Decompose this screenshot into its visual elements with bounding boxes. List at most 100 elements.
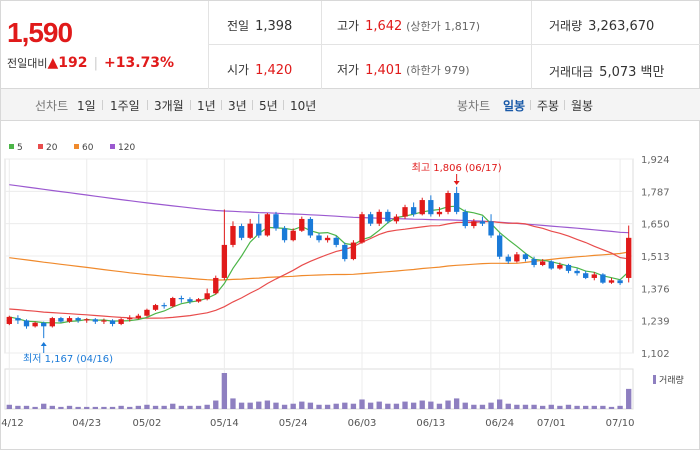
candle-body bbox=[496, 235, 503, 257]
period-3y-tab[interactable]: 3년 bbox=[228, 99, 247, 113]
candlestick-chart: 5 20 60 120 1,924 1,787 1,650 1,513 1,376 1,239 1,… bbox=[1, 143, 684, 429]
candle-body bbox=[428, 200, 434, 215]
x-tick-label: 06/03 bbox=[348, 418, 377, 429]
volume-bar bbox=[496, 399, 503, 409]
candle-body bbox=[92, 319, 98, 322]
volume-bar bbox=[548, 404, 554, 409]
y-tick-label: 1,924 bbox=[641, 155, 670, 166]
candle-body bbox=[195, 299, 202, 302]
change-value: 192 bbox=[58, 55, 88, 71]
period-3m-tab[interactable]: 3개월 bbox=[154, 99, 184, 113]
volume-bar bbox=[15, 405, 21, 409]
candle-body bbox=[118, 319, 124, 324]
change-rate: +13.73% bbox=[104, 55, 175, 71]
candle-monthly-tab[interactable]: 월봉 bbox=[571, 99, 594, 113]
stat-value: 1,398 bbox=[255, 19, 293, 34]
candle-body bbox=[247, 223, 253, 238]
volume-bar bbox=[600, 405, 606, 409]
high-annotation: 최고 1,806 (06/17) bbox=[412, 162, 502, 174]
volume-bar bbox=[238, 402, 245, 409]
stats-divider bbox=[321, 1, 322, 89]
candle-weekly-tab[interactable]: 주봉 bbox=[537, 99, 560, 113]
tab-divider bbox=[530, 100, 531, 110]
volume-bar bbox=[436, 403, 443, 409]
stat-value: 5,073 백만 bbox=[599, 65, 665, 80]
candle-body bbox=[531, 259, 537, 265]
candle-body bbox=[290, 230, 296, 241]
tab-divider bbox=[283, 100, 284, 110]
candle-body bbox=[565, 264, 572, 271]
ma20-line bbox=[9, 220, 629, 319]
legend-swatch bbox=[74, 144, 79, 149]
candle-body bbox=[617, 280, 623, 284]
stat-prev-close: 전일 1,398 bbox=[227, 17, 292, 34]
volume-bar bbox=[505, 403, 511, 409]
volume-bar bbox=[195, 405, 202, 409]
volume-bar bbox=[32, 406, 38, 409]
volume-bar bbox=[307, 402, 314, 409]
y-tick-label: 1,787 bbox=[641, 187, 670, 198]
candle-body bbox=[626, 237, 632, 278]
volume-bar bbox=[522, 404, 529, 409]
candle-body bbox=[58, 318, 64, 322]
candle-body bbox=[608, 280, 615, 283]
period-5y-tab[interactable]: 5년 bbox=[259, 99, 278, 113]
candle-body bbox=[66, 318, 73, 322]
tab-divider bbox=[102, 100, 103, 110]
x-tick-label: 04/12 bbox=[1, 418, 24, 429]
period-10y-tab[interactable]: 10년 bbox=[290, 99, 317, 113]
candle-body bbox=[324, 237, 331, 241]
volume-bar bbox=[479, 404, 486, 409]
volume-bar bbox=[75, 406, 81, 409]
ma60-line bbox=[9, 251, 629, 281]
volume-bar bbox=[23, 405, 30, 409]
volume-bar bbox=[101, 406, 107, 409]
candle-chart-label: 봉차트 bbox=[457, 99, 491, 113]
candle-body bbox=[187, 299, 193, 302]
volume-bar bbox=[617, 405, 623, 409]
candle-daily-tab[interactable]: 일봉 bbox=[503, 99, 526, 113]
volume-bar bbox=[187, 405, 193, 409]
volume-bar bbox=[299, 401, 305, 409]
period-1d-tab[interactable]: 1일 bbox=[77, 99, 96, 113]
candle-body bbox=[410, 207, 417, 215]
stat-label: 전일 bbox=[227, 19, 250, 33]
stat-label: 거래량 bbox=[549, 19, 583, 33]
volume-bar bbox=[58, 406, 64, 409]
volume-bar bbox=[419, 400, 425, 409]
candle-body bbox=[419, 200, 425, 215]
volume-bar bbox=[557, 405, 563, 409]
candle-body bbox=[600, 274, 606, 283]
candle-body bbox=[367, 214, 374, 224]
y-tick-label: 1,239 bbox=[641, 317, 670, 328]
volume-bar bbox=[531, 404, 537, 409]
stat-value: 1,642 bbox=[365, 19, 403, 34]
candle-body bbox=[221, 244, 228, 278]
volume-bar bbox=[591, 405, 597, 409]
volume-bar bbox=[402, 401, 408, 409]
volume-bar bbox=[488, 402, 494, 409]
legend-label: 120 bbox=[118, 143, 135, 153]
candle-body bbox=[178, 298, 185, 300]
chart-toolbar: 선차트 1일 1주일 3개월 1년 3년 5년 10년 봉차트 일봉 주봉 월봉 bbox=[1, 89, 700, 121]
candle-body bbox=[402, 207, 408, 217]
volume-bar bbox=[273, 402, 279, 409]
change-label: 전일대비 bbox=[7, 57, 48, 70]
candle-body bbox=[436, 211, 443, 215]
volume-bar bbox=[453, 398, 460, 409]
candle-body bbox=[101, 320, 107, 322]
quote-header: 1,590 전일대비▲192 | +13.73% 전일 1,398 고가 1,642 … bbox=[1, 1, 700, 89]
high-arrowhead-icon bbox=[453, 181, 460, 185]
candle-body bbox=[152, 305, 159, 310]
volume-bar bbox=[574, 405, 580, 409]
candle-body bbox=[583, 273, 589, 278]
x-tick-label: 05/02 bbox=[133, 418, 162, 429]
volume-bar bbox=[264, 400, 271, 409]
volume-bar bbox=[221, 373, 228, 409]
stats-divider bbox=[531, 1, 532, 89]
candle-body bbox=[213, 277, 219, 294]
period-1w-tab[interactable]: 1주일 bbox=[110, 99, 140, 113]
x-tick-label: 07/10 bbox=[606, 418, 635, 429]
candle-body bbox=[574, 270, 580, 274]
period-1y-tab[interactable]: 1년 bbox=[197, 99, 216, 113]
